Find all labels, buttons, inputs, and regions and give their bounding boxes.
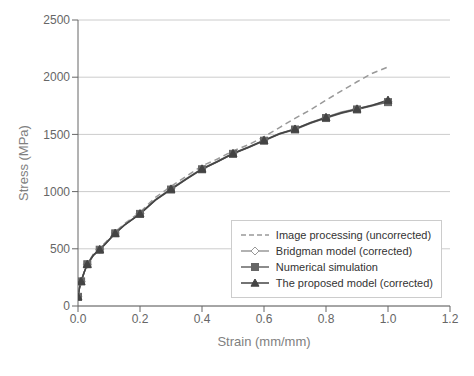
svg-text:2000: 2000 bbox=[43, 70, 70, 84]
html-text:Numerical simulation: Numerical simulation bbox=[275, 261, 378, 273]
svg-text:0.4: 0.4 bbox=[194, 312, 211, 326]
svg-text:1.2: 1.2 bbox=[442, 312, 459, 326]
svg-text:2500: 2500 bbox=[43, 13, 70, 27]
svg-text:0.8: 0.8 bbox=[318, 312, 335, 326]
html-text:Bridgman model (corrected): Bridgman model (corrected) bbox=[275, 245, 413, 257]
svg-text:500: 500 bbox=[50, 242, 70, 256]
svg-text:0.0: 0.0 bbox=[70, 312, 87, 326]
svg-text:Strain (mm/mm): Strain (mm/mm) bbox=[217, 334, 310, 349]
html-text:The proposed model (corrected): The proposed model (corrected) bbox=[275, 277, 433, 289]
html-text:Image processing (uncorrected): Image processing (uncorrected) bbox=[275, 229, 432, 241]
svg-text:1000: 1000 bbox=[43, 185, 70, 199]
svg-text:1.0: 1.0 bbox=[380, 312, 397, 326]
svg-text:Stress (MPa): Stress (MPa) bbox=[16, 125, 31, 201]
svg-text:0: 0 bbox=[63, 299, 70, 313]
svg-text:1500: 1500 bbox=[43, 128, 70, 142]
svg-text:0.6: 0.6 bbox=[256, 312, 273, 326]
svg-text:0.2: 0.2 bbox=[132, 312, 149, 326]
